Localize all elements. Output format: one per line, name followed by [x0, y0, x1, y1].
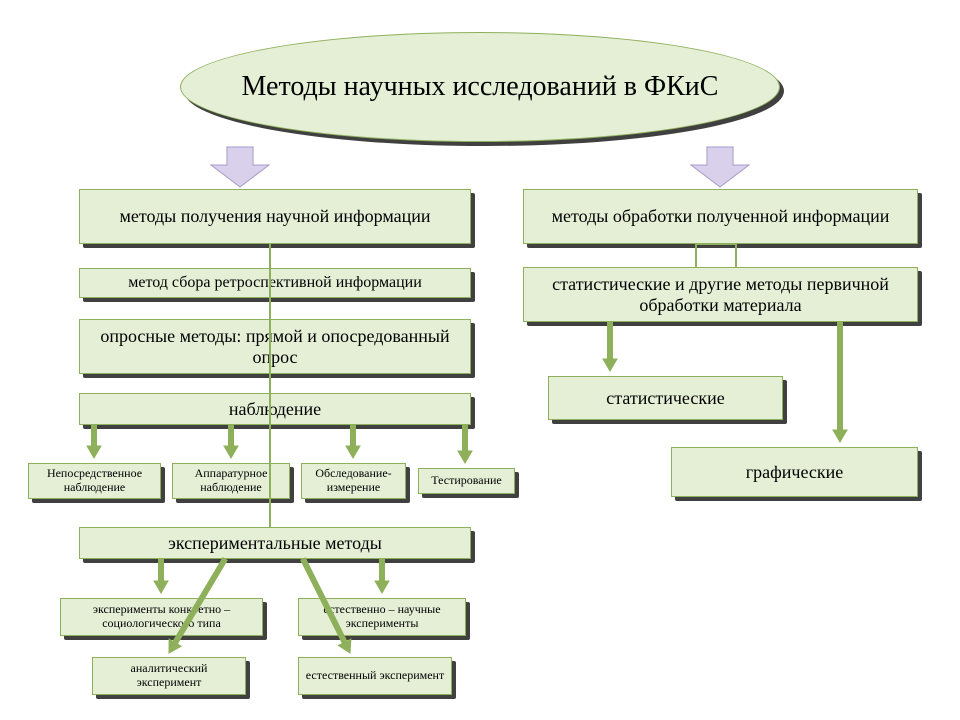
big-down-arrow — [211, 147, 269, 187]
node-label: аналитический эксперимент — [99, 662, 239, 690]
small-arrow — [87, 425, 101, 458]
node-label: естественный эксперимент — [306, 669, 444, 683]
small-arrow — [154, 559, 168, 593]
node-label: метод сбора ретроспективной информации — [128, 274, 422, 292]
node-gather_header: методы получения научной информации — [79, 189, 471, 244]
node-label: Аппаратурное наблюдение — [179, 467, 283, 495]
node-label: экспериментальные методы — [168, 533, 382, 554]
small-arrow — [603, 322, 617, 371]
node-obs_apparatus: Аппаратурное наблюдение — [172, 463, 290, 499]
node-statistical: статистические — [548, 376, 783, 420]
node-label: опросные методы: прямой и опосредованный… — [86, 326, 464, 367]
node-exp_sociological: эксперименты конкретно – социологическог… — [60, 598, 263, 636]
small-arrow — [224, 425, 238, 458]
node-exp_natural: естественный эксперимент — [298, 657, 452, 695]
node-label: Обследование-измерение — [308, 467, 399, 495]
node-label: статистические — [606, 388, 724, 409]
node-label: наблюдение — [229, 399, 321, 420]
node-graphical: графические — [671, 447, 918, 497]
title-text: Методы научных исследований в ФКиС — [242, 71, 719, 103]
node-stat_other: статистические и другие методы первичной… — [523, 267, 918, 322]
small-arrow — [833, 322, 847, 442]
node-observation: наблюдение — [79, 393, 471, 425]
node-obs_examination: Обследование-измерение — [301, 463, 406, 499]
node-label: методы обработки полученной информации — [552, 206, 890, 227]
diagram-canvas: Методы научных исследований в ФКиС метод… — [0, 0, 960, 720]
node-label: статистические и другие методы первичной… — [530, 274, 911, 315]
small-arrow — [458, 425, 472, 463]
node-label: графические — [746, 462, 844, 483]
node-obs_testing: Тестирование — [418, 468, 515, 494]
node-exp_analytical: аналитический эксперимент — [92, 657, 246, 695]
node-label: Непосредственное наблюдение — [35, 467, 154, 495]
big-down-arrow — [691, 147, 749, 187]
node-label: методы получения научной информации — [119, 206, 430, 227]
node-obs_direct: Непосредственное наблюдение — [28, 463, 161, 499]
node-process_header: методы обработки полученной информации — [523, 189, 918, 244]
small-arrow — [346, 425, 360, 458]
node-label: Тестирование — [431, 474, 502, 488]
node-label: эксперименты конкретно – социологическог… — [67, 603, 256, 631]
small-arrow — [375, 559, 389, 593]
node-exp_natural_sci: естественно – научные эксперименты — [298, 598, 466, 636]
title-ellipse: Методы научных исследований в ФКиС — [180, 32, 780, 142]
node-retro: метод сбора ретроспективной информации — [79, 268, 471, 298]
node-label: естественно – научные эксперименты — [305, 603, 459, 631]
node-survey: опросные методы: прямой и опосредованный… — [79, 319, 471, 374]
node-experimental: экспериментальные методы — [79, 527, 471, 559]
